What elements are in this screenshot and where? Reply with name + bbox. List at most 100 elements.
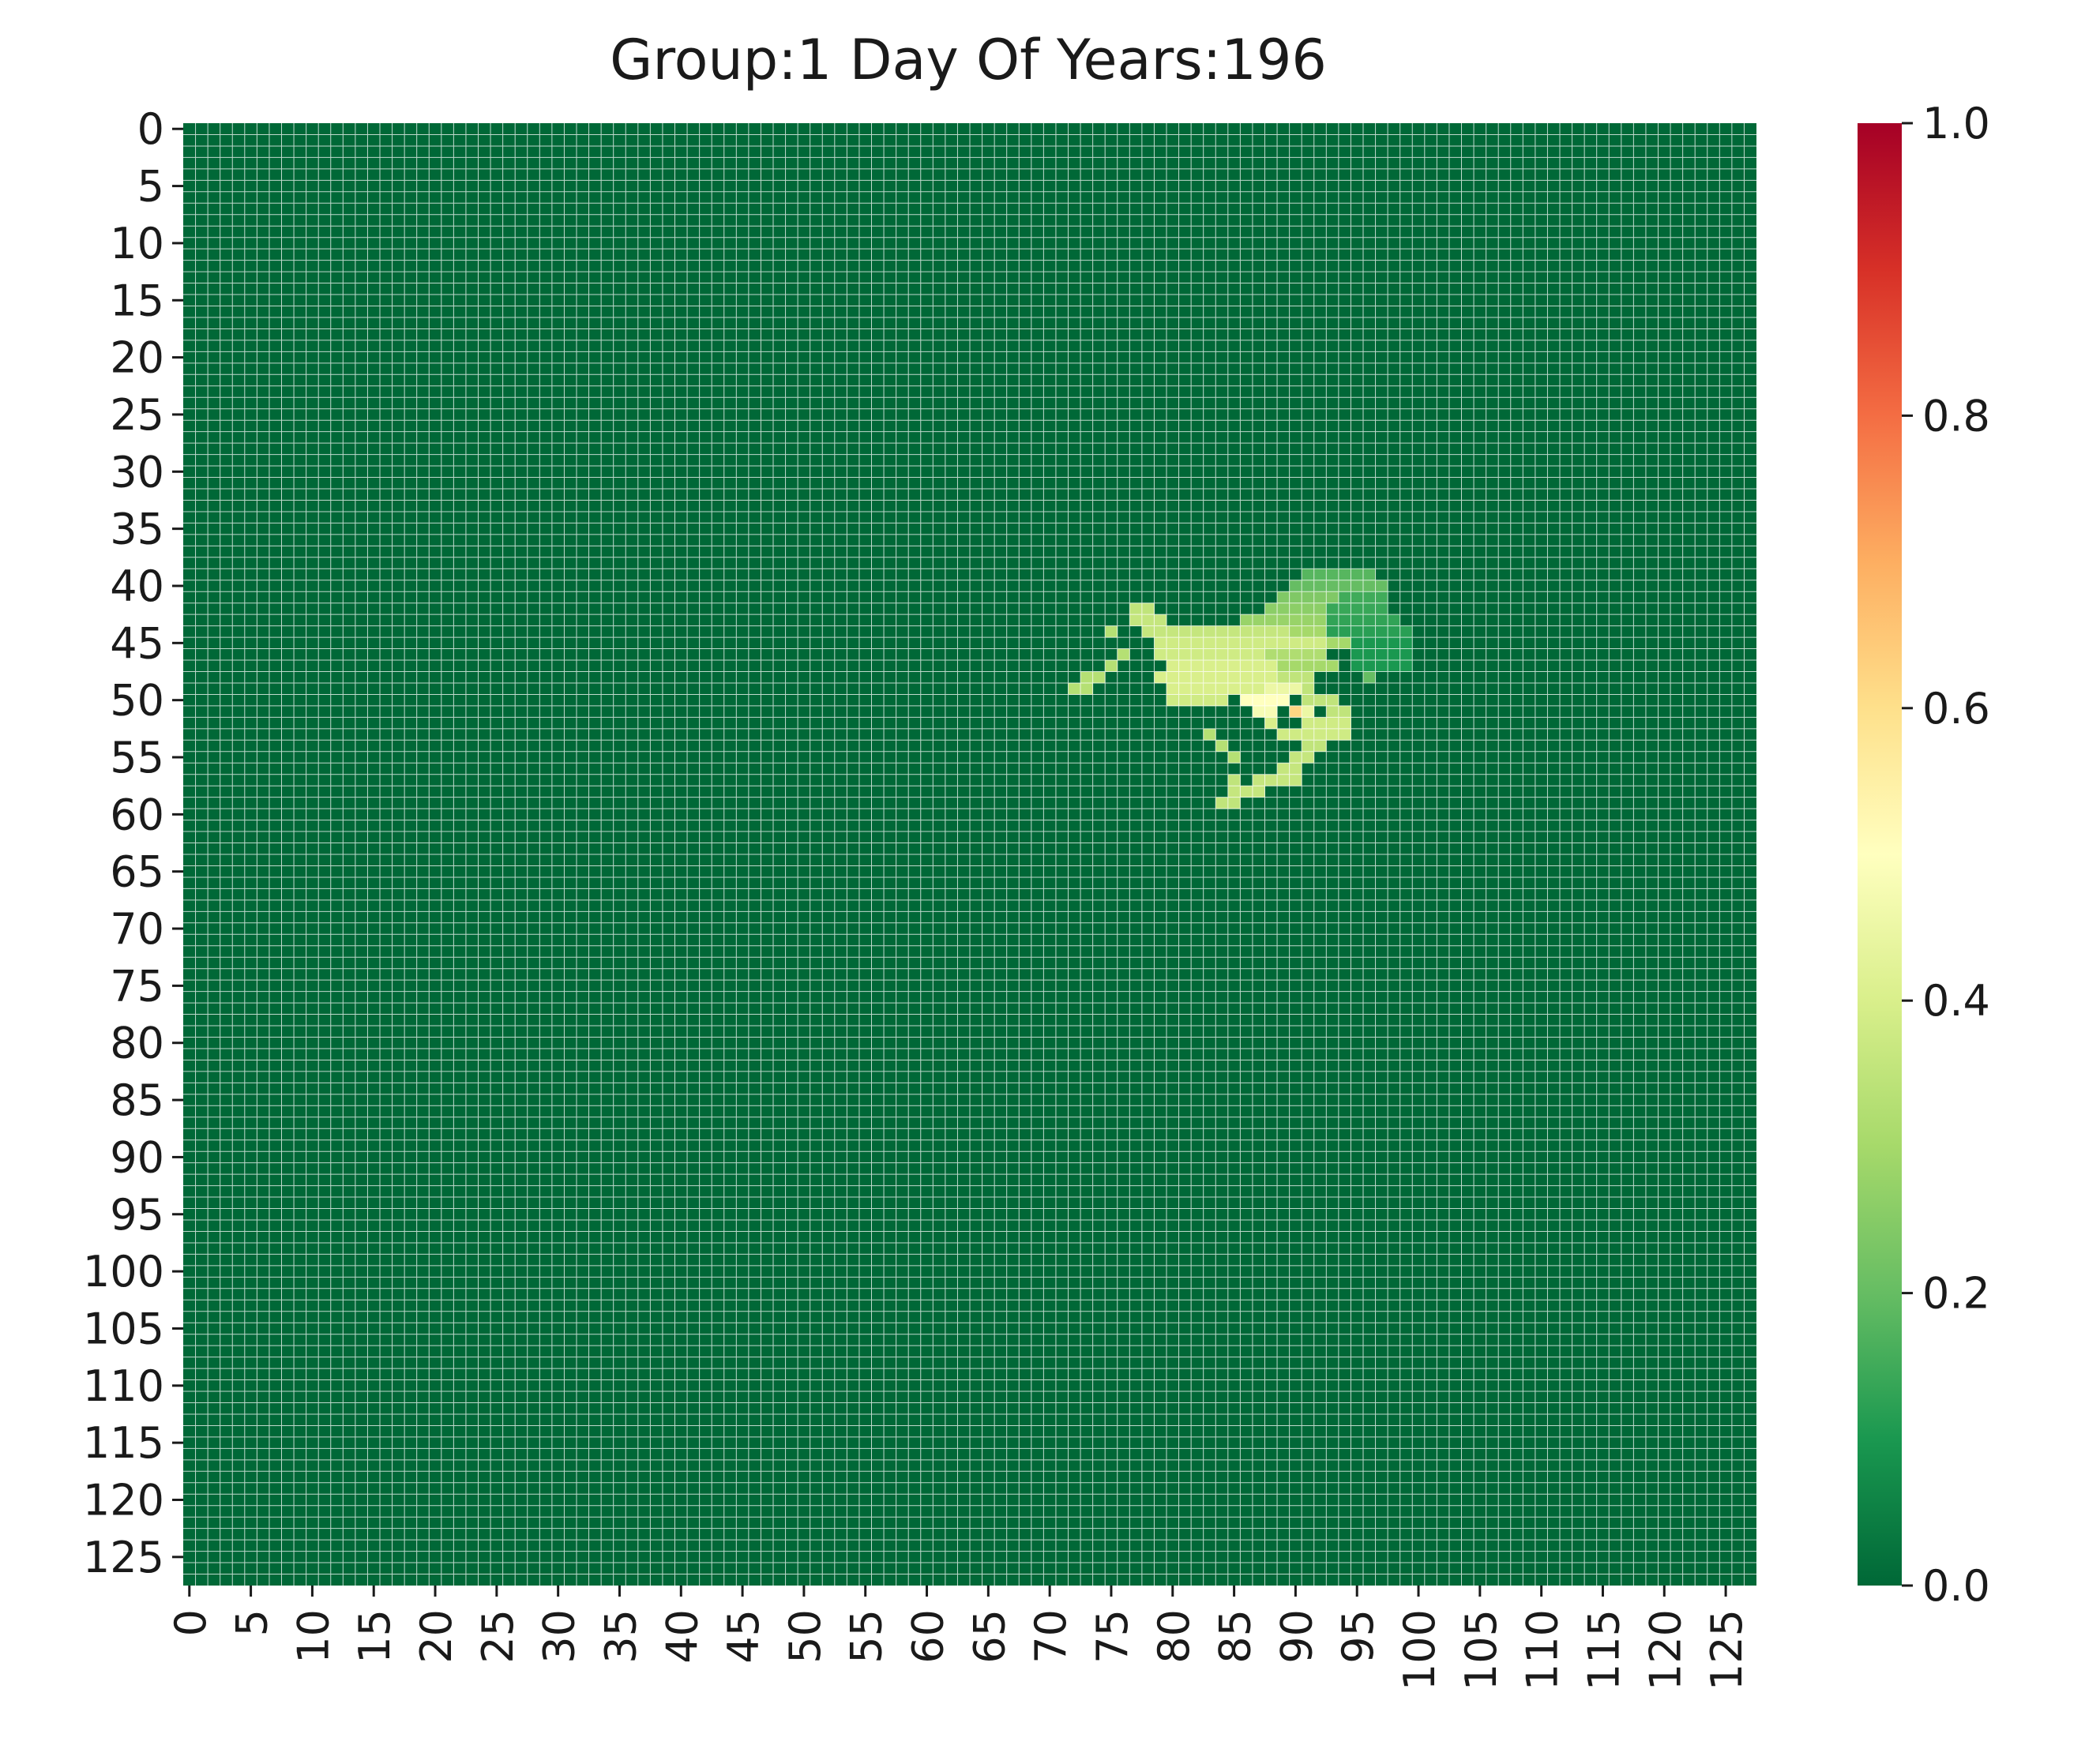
- heatmap-cell: [1215, 648, 1229, 661]
- y-tick-label: 50: [110, 676, 164, 726]
- heatmap-cell: [1203, 728, 1216, 741]
- y-tick-label: 25: [110, 390, 164, 440]
- heatmap-cell: [1252, 694, 1265, 707]
- heatmap-cell: [1289, 705, 1302, 718]
- heatmap-cell: [1388, 637, 1400, 649]
- heatmap-cell: [1252, 614, 1265, 626]
- heatmap-cell: [1166, 694, 1179, 707]
- heatmap-cell: [1302, 717, 1315, 730]
- heatmap-cell: [1252, 648, 1265, 661]
- heatmap-cell: [1277, 648, 1290, 661]
- heatmap-cell: [1264, 648, 1278, 661]
- heatmap-cell: [1289, 751, 1302, 764]
- heatmap-cell: [1264, 694, 1278, 707]
- y-tick-label: 85: [110, 1075, 164, 1125]
- heatmap-cell: [1215, 660, 1229, 672]
- heatmap-cell: [1252, 671, 1265, 684]
- y-tick-label: 105: [83, 1304, 164, 1353]
- y-tick-label: 10: [110, 219, 164, 268]
- heatmap-cell: [1240, 694, 1253, 707]
- heatmap-grid: [183, 123, 1756, 1586]
- heatmap-cell: [1178, 660, 1192, 672]
- gridline-path: [183, 123, 1756, 1586]
- colorbar-tick-label: 0.2: [1922, 1269, 1990, 1319]
- heatmap-cell: [1240, 660, 1253, 672]
- heatmap-cell: [1289, 648, 1302, 661]
- heatmap-cell: [1277, 637, 1290, 649]
- x-tick-label: 115: [1579, 1609, 1629, 1691]
- x-tick-label: 60: [904, 1609, 953, 1664]
- heatmap-cell: [1326, 637, 1339, 649]
- heatmap-cell: [1363, 602, 1376, 615]
- heatmap-cell: [1227, 786, 1241, 798]
- heatmap-cell: [1166, 637, 1179, 649]
- heatmap-cell: [1363, 569, 1376, 581]
- heatmap-cell: [1289, 637, 1302, 649]
- heatmap-cell: [1240, 614, 1253, 626]
- heatmap-cell: [1264, 637, 1278, 649]
- y-tick-label: 40: [110, 561, 164, 611]
- heatmap-cell: [1166, 660, 1179, 672]
- heatmap-cell: [1154, 637, 1167, 649]
- heatmap-cell: [1264, 625, 1278, 638]
- heatmap-cell: [1302, 637, 1315, 649]
- heatmap-cell: [1240, 682, 1253, 695]
- heatmap-gridlines: [183, 123, 1756, 1586]
- heatmap-cell: [1277, 694, 1290, 707]
- colorbar-tick-label: 0.6: [1922, 684, 1990, 734]
- heatmap-cell: [1363, 637, 1376, 649]
- x-tick-label: 90: [1272, 1609, 1321, 1664]
- heatmap-cell: [1326, 717, 1339, 730]
- x-tick-label: 75: [1088, 1609, 1137, 1664]
- heatmap-cell: [1302, 580, 1315, 592]
- x-tick-label: 80: [1149, 1609, 1199, 1664]
- heatmap-cell: [1227, 682, 1241, 695]
- y-tick-label: 35: [110, 505, 164, 554]
- heatmap-cell: [1215, 740, 1229, 753]
- heatmap-cell: [1338, 569, 1351, 581]
- y-tick-label: 60: [110, 790, 164, 839]
- heatmap-cell: [1289, 763, 1302, 775]
- heatmap-cell: [1252, 682, 1265, 695]
- heatmap-cell: [1154, 614, 1167, 626]
- heatmap-cell: [1277, 728, 1290, 741]
- x-tick-label: 10: [288, 1609, 338, 1664]
- heatmap-cell: [1363, 648, 1376, 661]
- heatmap-cell: [1252, 625, 1265, 638]
- colorbar-tick-label: 0.8: [1922, 391, 1990, 441]
- x-tick-label: 110: [1518, 1609, 1568, 1691]
- heatmap-cell: [1302, 671, 1315, 684]
- heatmap-cell: [1313, 660, 1327, 672]
- heatmap-cell: [1277, 591, 1290, 603]
- y-tick-label: 115: [83, 1418, 164, 1468]
- heatmap-cell: [1302, 660, 1315, 672]
- x-tick-label: 95: [1333, 1609, 1383, 1664]
- heatmap-cell: [1141, 614, 1155, 626]
- heatmap-cell: [1240, 637, 1253, 649]
- heatmap-cell: [1178, 637, 1192, 649]
- heatmap-cell: [1351, 580, 1364, 592]
- y-tick-label: 30: [110, 447, 164, 497]
- heatmap-cell: [1178, 671, 1192, 684]
- heatmap-cell: [1289, 671, 1302, 684]
- heatmap-cell: [1191, 671, 1204, 684]
- heatmap-cell: [1326, 728, 1339, 741]
- y-tick-label: 120: [83, 1475, 164, 1525]
- heatmap-cell: [1399, 625, 1413, 638]
- heatmap-cell: [1302, 740, 1315, 753]
- heatmap-cell: [1277, 614, 1290, 626]
- heatmap-cell: [1338, 637, 1351, 649]
- x-tick-label: 20: [411, 1609, 461, 1664]
- heatmap-cell: [1302, 625, 1315, 638]
- heatmap-cell: [1105, 625, 1118, 638]
- y-tick-label: 20: [110, 333, 164, 383]
- heatmap-cell: [1154, 671, 1167, 684]
- heatmap-cell: [1264, 682, 1278, 695]
- heatmap-cell: [1351, 569, 1364, 581]
- heatmap-cell: [1092, 671, 1106, 684]
- colorbar-tick-label: 0.0: [1922, 1561, 1990, 1611]
- heatmap-cell: [1363, 591, 1376, 603]
- heatmap-cell: [1227, 648, 1241, 661]
- heatmap-cell: [1351, 602, 1364, 615]
